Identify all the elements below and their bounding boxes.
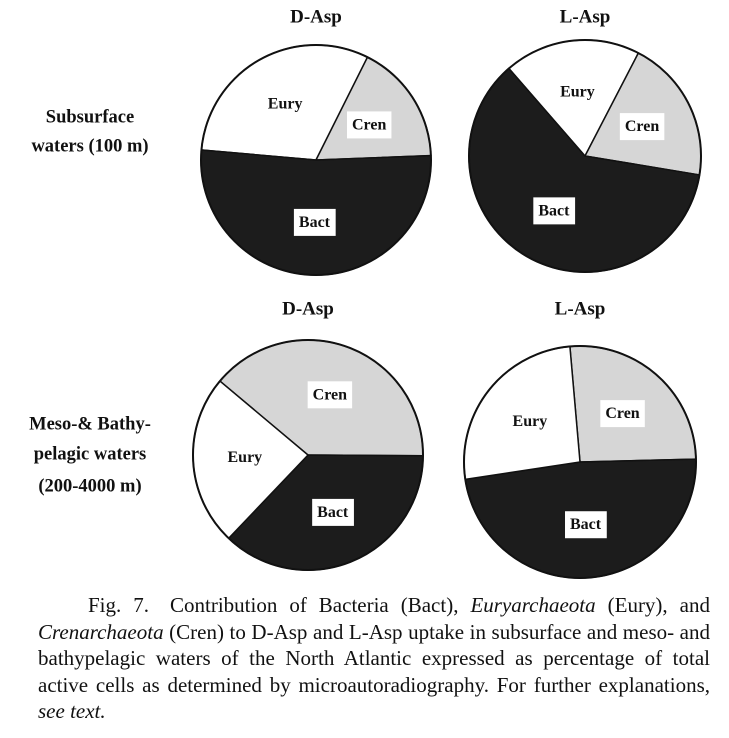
slice-label-box [307,381,353,409]
slice-label: Eury [513,413,548,430]
row-label: pelagic waters [34,444,147,464]
row-label: waters (100 m) [31,136,148,156]
slice-label: Bact [299,214,331,231]
slice-label-group: Bact [293,208,336,236]
pie-outline [463,345,697,579]
caption-run: Euryarchaeota [470,593,596,617]
slice-label-group: Cren [619,113,665,141]
caption-run: Fig. 7. Contribution of Bacteria (Bact), [88,593,471,617]
slice-label-box [222,444,268,472]
caption-run: (Cren) to D-Asp and L-Asp uptake in subs… [38,619,710,697]
caption-run: Crenarchaeota [38,619,164,644]
slice-label-box [293,208,336,236]
pie-title: L-Asp [555,298,606,319]
slice-label-box [346,111,392,139]
figure: D-Asp Eury Cren Bact L-Asp Eury Cren Bact D-Asp C… [29,6,702,579]
pie-title: D-Asp [290,6,342,27]
slice-label: Cren [313,386,347,403]
slice-label: Bact [317,504,349,521]
slice-label: Bact [538,202,570,219]
caption-run: (Eury), and [595,593,710,617]
slice-label-box [619,113,665,141]
caption-run: see text. [38,699,106,723]
pie-title: L-Asp [560,6,611,27]
slice-label-group: Eury [507,408,553,436]
row-label: Subsurface [46,107,134,127]
slice-label: Eury [268,95,303,112]
slice-label-box [565,511,607,539]
slice-label-box [262,90,308,118]
slice-label: Cren [605,405,639,422]
slice-label-box [507,408,553,436]
slice-label-box [555,78,600,106]
row-label: Meso-& Bathy- [29,414,151,434]
slice-label: Cren [625,118,659,135]
slice-label: Bact [570,516,602,533]
pie-outline [468,39,702,273]
slice-label-group: Cren [307,381,353,409]
slice-label-group: Eury [262,90,308,118]
caption: Fig. 7. Contribution of Bacteria (Bact),… [38,592,710,725]
slice-label-group: Bact [533,197,576,225]
pie-outline [192,339,424,571]
slice-label-group: Cren [600,400,645,428]
slice-label: Eury [560,83,595,100]
slice-label-box [600,400,645,428]
slice-label-group: Cren [346,111,392,139]
pie-outline [200,44,432,276]
slice-label-box [533,197,576,225]
slice-label-box [312,498,354,526]
slice-label: Eury [228,449,263,466]
row-label: (200-4000 m) [38,476,141,496]
slice-label-group: Eury [555,78,600,106]
slice-label-group: Bact [565,511,607,539]
pie-title: D-Asp [282,298,334,319]
slice-label: Cren [352,116,386,133]
slice-label-group: Bact [312,498,354,526]
slice-label-group: Eury [222,444,268,472]
